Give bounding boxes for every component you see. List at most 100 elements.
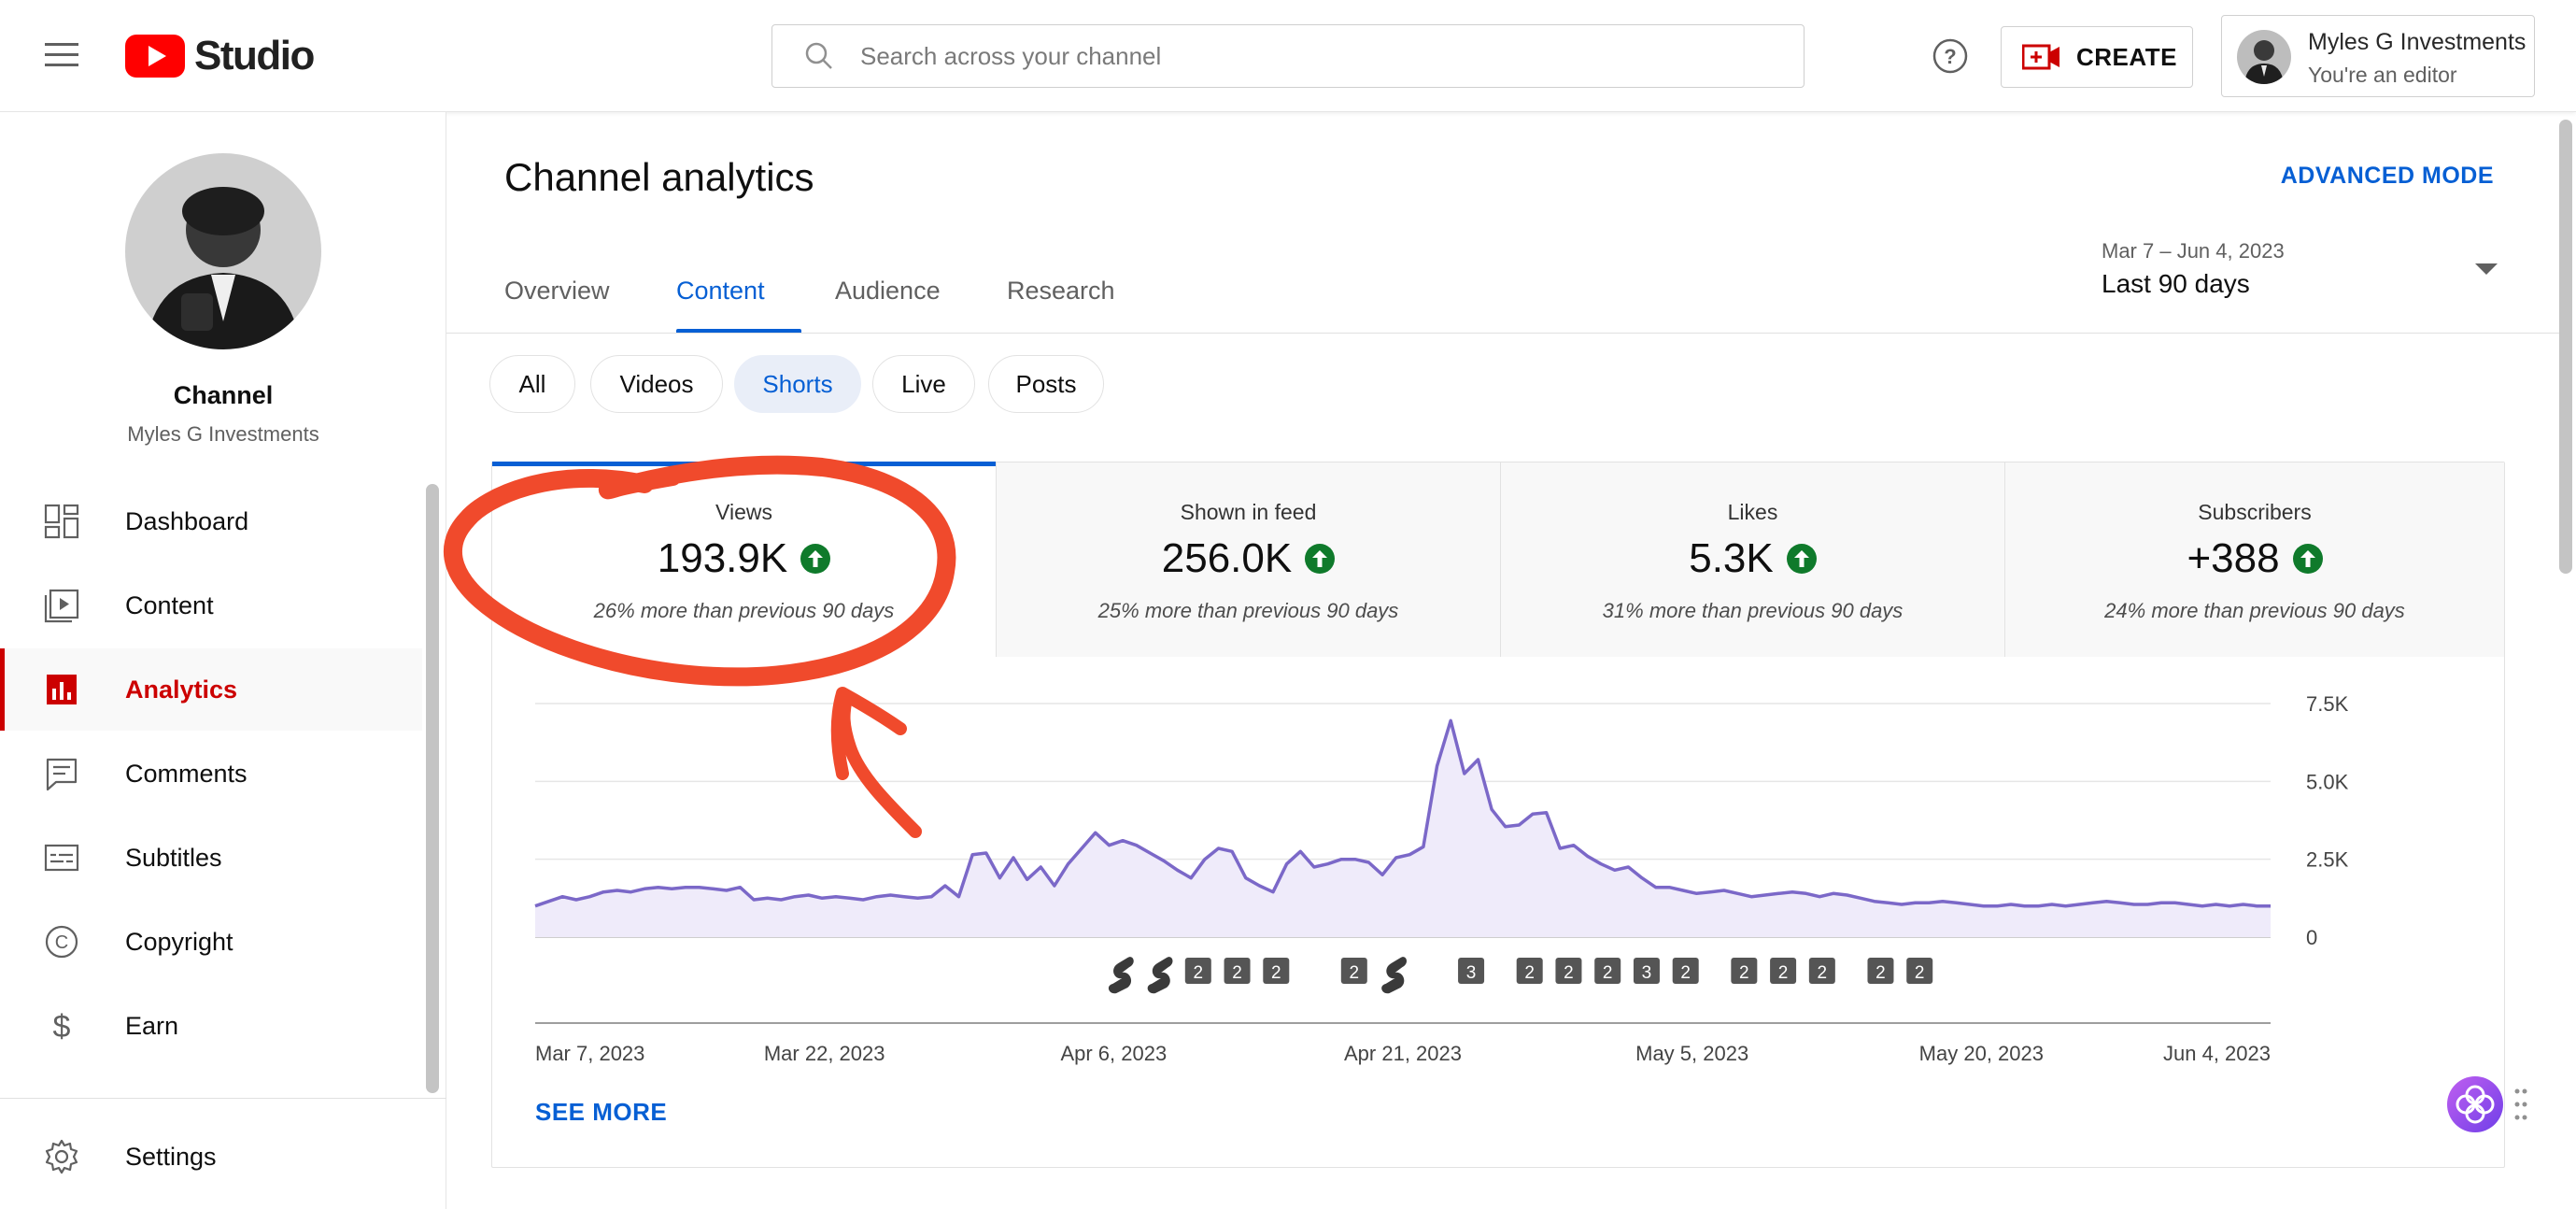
publish-count-marker[interactable]: 2: [1594, 958, 1621, 984]
chip-all[interactable]: All: [489, 355, 575, 413]
publish-count-marker[interactable]: 2: [1184, 958, 1211, 984]
help-icon[interactable]: ?: [1932, 37, 1969, 75]
date-range-selector[interactable]: Mar 7 – Jun 4, 2023 Last 90 days: [2102, 235, 2498, 310]
chart-x-tick-label: Jun 4, 2023: [2163, 1042, 2271, 1065]
svg-text:2: 2: [1271, 963, 1281, 983]
arrow-up-icon: [1786, 544, 1817, 574]
analytics-card: Views 193.9K 26% more than previous 90 d…: [491, 462, 2505, 1168]
sidebar-scrollbar[interactable]: [426, 484, 439, 1093]
sidebar-item-copyright[interactable]: C Copyright: [0, 901, 422, 983]
sidebar-item-earn[interactable]: $ Earn: [0, 985, 422, 1067]
tab-label: Overview: [504, 277, 610, 305]
svg-text:2: 2: [1564, 963, 1574, 983]
page-scrollbar[interactable]: [2559, 120, 2572, 574]
hamburger-menu-icon[interactable]: [41, 34, 82, 75]
sidebar-item-label: Earn: [125, 1011, 179, 1040]
chart-x-tick-label: Mar 22, 2023: [764, 1042, 885, 1065]
publish-count-marker[interactable]: 2: [1340, 958, 1367, 984]
drag-handle-icon[interactable]: [2514, 1088, 2527, 1121]
arrow-up-icon: [1305, 544, 1336, 574]
svg-text:2: 2: [1350, 963, 1360, 983]
publish-count-marker[interactable]: 2: [1555, 958, 1582, 984]
publish-count-marker[interactable]: 2: [1224, 958, 1251, 984]
tab-audience[interactable]: Audience: [835, 254, 941, 333]
sidebar-item-dashboard[interactable]: Dashboard: [0, 480, 422, 562]
tab-label: Audience: [835, 277, 941, 305]
dropdown-arrow-icon: [2475, 263, 2498, 275]
date-range-period: Last 90 days: [2102, 269, 2250, 298]
views-chart[interactable]: 0 2.5K 5.0K 7.5K Mar 7, 2023 Mar 22, 2023 Apr …: [492, 657, 2506, 1068]
sidebar-item-analytics[interactable]: Analytics: [0, 648, 422, 731]
publish-count-marker[interactable]: 3: [1633, 958, 1660, 984]
tab-overview[interactable]: Overview: [504, 254, 610, 333]
chip-label: Live: [901, 369, 946, 398]
svg-text:2: 2: [1739, 963, 1749, 983]
chip-videos[interactable]: Videos: [590, 355, 723, 413]
publish-count-marker[interactable]: 2: [1731, 958, 1758, 984]
subtitles-icon: [44, 844, 79, 872]
channel-avatar[interactable]: [125, 153, 321, 349]
comments-icon: [46, 758, 78, 791]
arrow-up-icon: [800, 544, 831, 574]
shorts-marker-icon[interactable]: [1108, 957, 1134, 994]
svg-text:2: 2: [1603, 963, 1613, 983]
advanced-mode-button[interactable]: ADVANCED MODE: [2280, 163, 2494, 189]
metric-title: Likes: [1727, 500, 1778, 524]
metric-views[interactable]: Views 193.9K 26% more than previous 90 d…: [492, 462, 997, 657]
publish-count-marker[interactable]: 2: [1906, 958, 1933, 984]
shorts-marker-icon[interactable]: [1147, 957, 1173, 994]
chart-series-line: [534, 718, 2271, 908]
see-more-button[interactable]: SEE MORE: [535, 1098, 668, 1126]
tab-research[interactable]: Research: [1007, 254, 1115, 333]
chart-area-fill: [535, 720, 2271, 937]
chart-x-tick-label: Mar 7, 2023: [535, 1042, 644, 1065]
chart-x-tick-label: Apr 6, 2023: [1060, 1042, 1167, 1065]
tab-content[interactable]: Content: [676, 254, 801, 333]
sidebar-item-settings[interactable]: Settings: [0, 1116, 422, 1198]
assistant-icon[interactable]: [2447, 1076, 2503, 1132]
tab-label: Research: [1007, 277, 1115, 305]
publish-count-marker[interactable]: 2: [1867, 958, 1894, 984]
metric-title: Shown in feed: [1180, 500, 1317, 524]
sidebar-item-label: Dashboard: [125, 506, 249, 535]
svg-text:$: $: [53, 1009, 71, 1045]
content-icon: [44, 589, 79, 623]
publish-count-marker[interactable]: 3: [1458, 958, 1485, 984]
metric-shown-in-feed[interactable]: Shown in feed 256.0K 25% more than previ…: [997, 462, 1501, 657]
sidebar-item-label: Settings: [125, 1142, 217, 1171]
publish-count-marker[interactable]: 2: [1516, 958, 1543, 984]
sidebar-item-comments[interactable]: Comments: [0, 733, 422, 815]
metric-change: 26% more than previous 90 days: [593, 599, 895, 622]
create-button[interactable]: CREATE: [2001, 26, 2193, 88]
publish-count-marker[interactable]: 2: [1672, 958, 1699, 984]
chart-y-tick-label: 2.5K: [2306, 848, 2349, 872]
publish-count-marker[interactable]: 2: [1263, 958, 1290, 984]
svg-text:2: 2: [1232, 963, 1242, 983]
svg-text:3: 3: [1642, 963, 1652, 983]
chip-label: Posts: [1015, 369, 1077, 398]
shorts-marker-icon[interactable]: [1381, 957, 1408, 994]
account-switcher[interactable]: Myles G Investments You're an editor: [2221, 15, 2535, 97]
chip-posts[interactable]: Posts: [988, 355, 1104, 413]
gear-icon: [45, 1139, 78, 1174]
search-box[interactable]: Search across your channel: [771, 24, 1805, 88]
chip-shorts[interactable]: Shorts: [734, 355, 861, 413]
chip-live[interactable]: Live: [872, 355, 975, 413]
sidebar-item-content[interactable]: Content: [0, 564, 422, 647]
youtube-studio-logo[interactable]: Studio: [125, 32, 315, 80]
page-title: Channel analytics: [504, 155, 814, 199]
chart-y-tick-label: 0: [2306, 926, 2317, 949]
chip-label: All: [518, 369, 546, 398]
metric-change: 31% more than previous 90 days: [1602, 599, 1904, 622]
metric-likes[interactable]: Likes 5.3K 31% more than previous 90 day…: [1501, 462, 2005, 657]
sidebar-item-subtitles[interactable]: Subtitles: [0, 817, 422, 899]
dashboard-icon: [44, 504, 79, 539]
publish-count-marker[interactable]: 2: [1770, 958, 1797, 984]
metric-subscribers[interactable]: Subscribers +388 24% more than previous …: [2005, 462, 2504, 657]
youtube-logo-icon: [125, 35, 185, 78]
search-input[interactable]: Search across your channel: [860, 41, 1162, 70]
svg-text:2: 2: [1680, 963, 1691, 983]
metric-value: 193.9K: [657, 535, 788, 581]
publish-count-marker[interactable]: 2: [1808, 958, 1835, 984]
sidebar-item-label: Copyright: [125, 927, 234, 956]
